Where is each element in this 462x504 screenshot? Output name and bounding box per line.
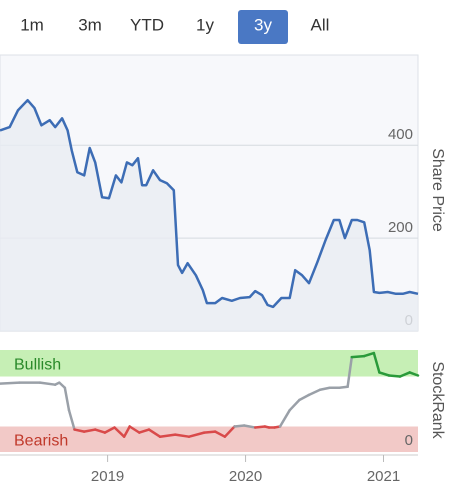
rank-segment (350, 354, 366, 359)
x-tick-label: 2020 (229, 468, 262, 485)
tab[interactable]: 1m (20, 15, 44, 34)
rank-band (0, 426, 418, 452)
x-tick-label: 2019 (91, 468, 124, 485)
rank-segment (408, 371, 420, 377)
rank-segment (147, 428, 162, 438)
rank-segment (307, 388, 322, 397)
rank-segment (0, 381, 21, 385)
rank-segment (378, 371, 391, 377)
rank-band (0, 350, 418, 377)
rank-segment (82, 428, 97, 433)
tab[interactable]: 3m (78, 15, 102, 34)
rank-segment (233, 424, 246, 428)
rank-segment (73, 428, 86, 433)
x-tick-label: 2021 (367, 468, 400, 485)
rank-segment (138, 428, 151, 434)
y-axis-label: Share Price (429, 148, 446, 232)
rank-segment (93, 428, 107, 434)
rank-segment (346, 355, 354, 388)
rank-segment (298, 393, 311, 402)
y-tick-label: 200 (388, 219, 413, 236)
rank-segment (173, 433, 191, 438)
rank-segment (63, 386, 71, 412)
rank-segment (223, 425, 236, 438)
rank-segment (387, 374, 402, 378)
rank-segment (58, 381, 67, 389)
rank-segment (362, 351, 376, 358)
rank-segment (158, 433, 177, 438)
band-label: Bearish (14, 432, 68, 449)
y-tick-label: 400 (388, 126, 413, 143)
band-label: Bullish (14, 356, 61, 373)
rank-segment (278, 408, 291, 428)
rank-segment (398, 371, 411, 378)
rank-segment (318, 386, 331, 392)
rank-segment (213, 430, 227, 438)
rank-segment (113, 426, 126, 438)
tab[interactable]: 3y (254, 15, 272, 34)
y-tick-label: 0 (405, 432, 413, 449)
rank-segment (122, 425, 131, 438)
price-line (0, 98, 419, 309)
rank-segment (103, 426, 116, 434)
rank-segment (128, 425, 141, 434)
tab[interactable]: 1y (196, 15, 214, 34)
rank-segment (67, 408, 76, 431)
tab-active-bg (238, 10, 288, 44)
rank-segment (38, 381, 57, 386)
rank-segment (338, 385, 349, 389)
rank-segment (187, 431, 206, 438)
rank-segment (253, 425, 267, 429)
rank-segment (202, 430, 217, 434)
rank-segment (372, 351, 381, 374)
tab[interactable]: YTD (130, 15, 164, 34)
tab[interactable]: All (311, 15, 330, 34)
rank-segment (242, 424, 257, 429)
rank-segment (288, 398, 301, 412)
y-axis-label: StockRank (429, 361, 446, 439)
